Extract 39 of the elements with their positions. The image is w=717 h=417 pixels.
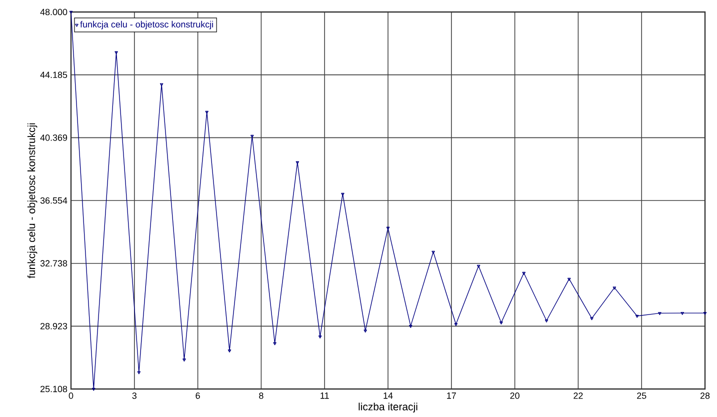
- x-tick-label: 6: [196, 392, 200, 399]
- point: [182, 358, 186, 362]
- point: [522, 272, 526, 275]
- x-tick-label: 20: [510, 392, 520, 399]
- point: [250, 134, 254, 138]
- x-axis-title: liczba iteracji: [358, 402, 418, 412]
- point: [544, 320, 548, 322]
- point: [364, 330, 367, 333]
- y-tick-label: 32.738: [40, 260, 68, 267]
- y-tick-label: 28.923: [40, 322, 68, 330]
- point: [114, 51, 118, 54]
- point: [454, 323, 458, 326]
- y-tick-label: 40.369: [40, 134, 68, 141]
- x-tick-label: 11: [320, 392, 329, 399]
- x-tick-label: 22: [574, 392, 583, 399]
- y-tick-label: 36.554: [40, 197, 68, 204]
- point: [590, 317, 594, 320]
- point: [409, 324, 412, 328]
- x-tick-label: 17: [447, 392, 456, 399]
- x-tick-label: 14: [384, 392, 393, 399]
- x-tick-label: 8: [259, 392, 264, 399]
- x-tick-label: 28: [700, 392, 710, 399]
- y-tick-label: 44.185: [40, 72, 68, 78]
- point: [635, 314, 639, 318]
- y-tick-label: 48.000: [40, 8, 68, 16]
- y-axis-title: funkcja celu - objetosc konstrukcji: [27, 123, 38, 278]
- point: [228, 350, 232, 352]
- point: [658, 312, 662, 316]
- point: [160, 83, 164, 86]
- x-tick-label: 0: [68, 392, 74, 399]
- point: [500, 322, 503, 324]
- y-tick-label: 25.108: [40, 386, 68, 392]
- point: [92, 388, 96, 391]
- point: [680, 312, 684, 315]
- point: [612, 286, 616, 290]
- x-tick-label: 3: [132, 392, 136, 399]
- point: [137, 371, 141, 374]
- legend-label: funkcja celu - objetosc konstrukcji: [80, 20, 213, 30]
- x-tick-label: 25: [637, 392, 646, 399]
